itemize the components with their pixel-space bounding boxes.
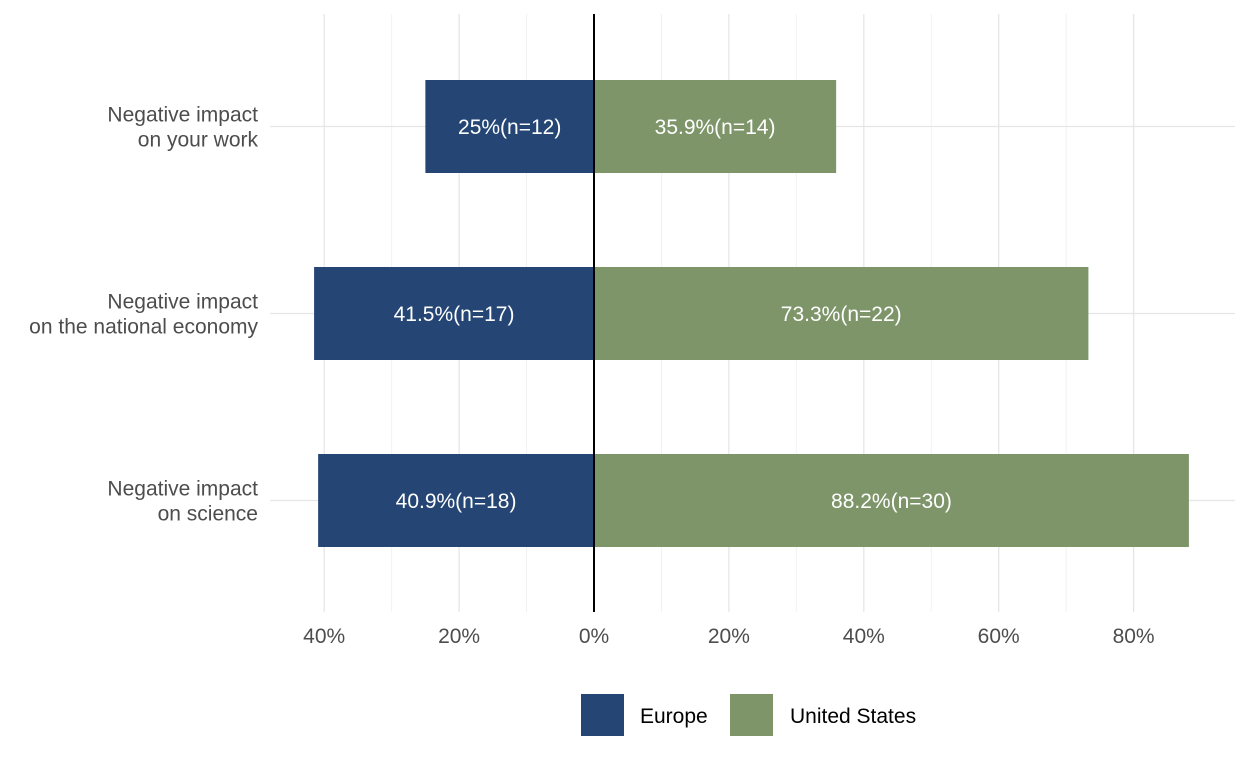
x-tick-label: 60% <box>978 625 1020 648</box>
legend: Europe United States <box>581 694 916 736</box>
legend-swatch <box>581 694 624 736</box>
bar-value-label: 35.9%(n=14) <box>655 116 776 139</box>
legend-label: Europe <box>640 705 708 728</box>
bar-value-label: 88.2%(n=30) <box>831 490 952 513</box>
legend-swatch <box>730 694 773 736</box>
x-tick-label: 40% <box>843 625 885 648</box>
category-label: Negative impact on your work <box>107 104 258 152</box>
category-label: Negative impact on the national economy <box>29 291 258 339</box>
bar-united-states <box>594 267 1089 360</box>
x-tick-label: 40% <box>303 625 345 648</box>
bar-europe <box>314 267 594 360</box>
bar-united-states <box>594 80 837 173</box>
x-tick-label: 0% <box>579 625 609 648</box>
category-labels: Negative impact on your work Negative impa… <box>29 104 258 526</box>
bar-europe <box>425 80 594 173</box>
bars: 25%(n=12) 41.5%(n=17) 40.9%(n=18) 35.9%(n=1… <box>314 80 1189 547</box>
x-tick-label: 80% <box>1113 625 1155 648</box>
bar-value-label: 41.5%(n=17) <box>394 303 515 326</box>
legend-label: United States <box>790 705 916 728</box>
bar-europe <box>318 454 594 547</box>
bar-united-states <box>594 454 1189 547</box>
x-tick-label: 20% <box>438 625 480 648</box>
bar-value-label: 25%(n=12) <box>458 116 561 139</box>
category-label: Negative impact on science <box>107 478 258 526</box>
bar-value-label: 73.3%(n=22) <box>781 303 902 326</box>
x-tick-label: 20% <box>708 625 750 648</box>
x-axis-ticks: 40% 20% 0% 20% 40% 60% 80% <box>303 625 1154 648</box>
bar-value-label: 40.9%(n=18) <box>396 490 517 513</box>
